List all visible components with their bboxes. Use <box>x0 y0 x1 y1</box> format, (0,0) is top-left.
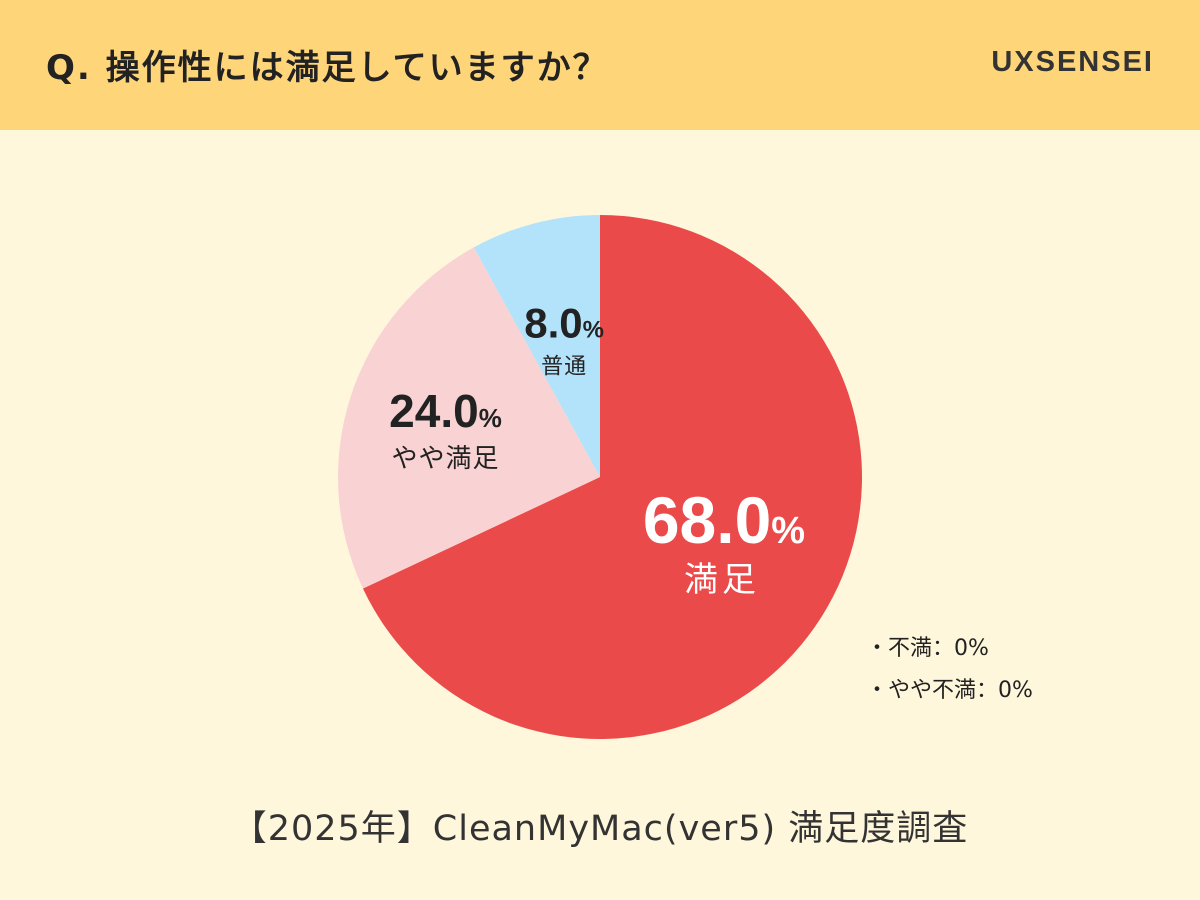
value-label-neutral: 8.0% <box>524 299 604 346</box>
pie-slice-somewhat-satisfied <box>337 247 600 589</box>
chart-caption: 【2025年】CleanMyMac(ver5) 満足度調査 <box>231 809 969 849</box>
header-bar: Q. 操作性には満足していますか？ UXSENSEI <box>0 0 1200 130</box>
category-label-neutral: 普通 <box>541 354 587 379</box>
value-label-somewhat-satisfied: 24.0% <box>389 385 502 437</box>
note-somewhat-dissatisfied: ・やや不満：0% <box>866 678 1033 703</box>
value-label-satisfied: 68.0% <box>643 483 805 557</box>
category-label-satisfied: 満足 <box>684 560 760 600</box>
pie-slice-satisfied <box>362 215 862 739</box>
note-dissatisfied: ・不満：0% <box>866 636 989 661</box>
question-title: Q. 操作性には満足していますか？ <box>46 48 609 88</box>
pie-slice-neutral <box>473 215 600 477</box>
brand-logo: UXSENSEI <box>991 46 1154 78</box>
category-label-somewhat-satisfied: やや満足 <box>392 444 500 474</box>
